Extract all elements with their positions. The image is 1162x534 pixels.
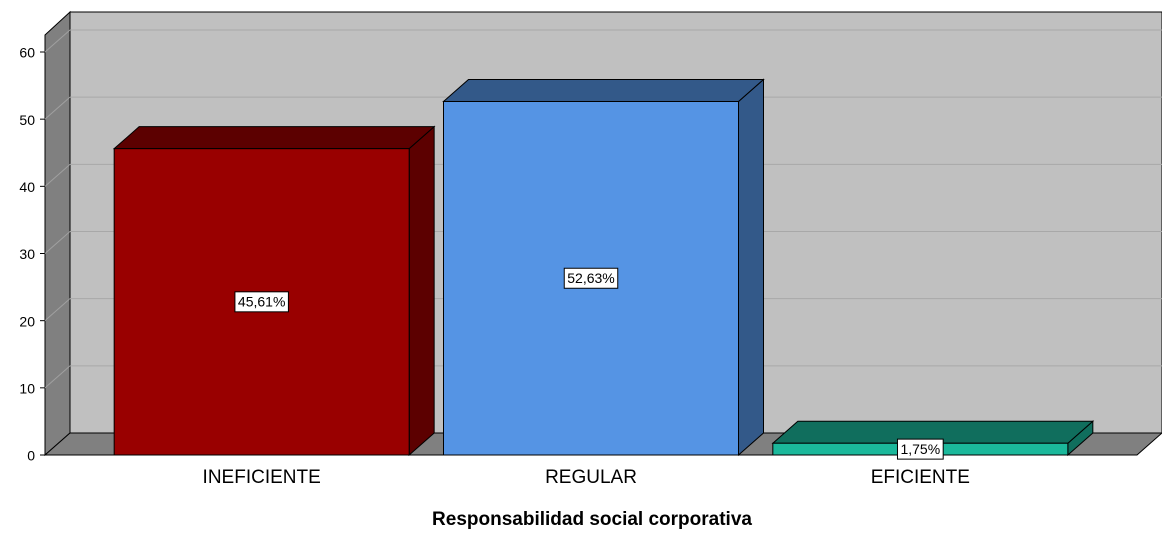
y-tick-label: 0	[27, 448, 35, 464]
bar-group: 1,75%	[771, 420, 1095, 460]
bars: 45,61% 52,63% 1,75%	[112, 78, 1095, 460]
value-label-box	[234, 291, 289, 313]
x-axis-title: Responsabilidad social corporativa	[432, 509, 752, 530]
x-tick-label: REGULAR	[545, 467, 637, 488]
grid-line	[44, 231, 71, 254]
bar-side	[738, 78, 764, 457]
bar-group: 45,61%	[112, 125, 436, 457]
y-tick-label: 10	[19, 381, 35, 397]
grid-line	[44, 298, 71, 322]
grid-line	[44, 96, 71, 120]
left-wall	[44, 10, 71, 457]
value-label-box	[563, 267, 619, 289]
grid-line	[44, 29, 71, 53]
bar-top	[112, 126, 436, 150]
y-tick-label: 30	[19, 246, 35, 262]
grid-line	[44, 365, 71, 389]
bar-side	[408, 125, 435, 457]
x-tick-label: INEFICIENTE	[203, 467, 321, 488]
y-tick-label: 20	[19, 313, 35, 329]
bar-top	[442, 79, 765, 103]
bar-group: 52,63%	[442, 78, 765, 457]
y-tick-label: 60	[19, 45, 35, 61]
y-tick-label: 40	[19, 179, 35, 195]
grid-line	[44, 163, 71, 187]
value-label: 52,63%	[567, 270, 614, 286]
x-tick-label: EFICIENTE	[871, 467, 970, 488]
value-label: 1,75%	[900, 441, 940, 457]
y-tick-label: 50	[19, 112, 35, 128]
value-label-box	[896, 438, 944, 460]
value-label: 45,61%	[238, 294, 285, 310]
